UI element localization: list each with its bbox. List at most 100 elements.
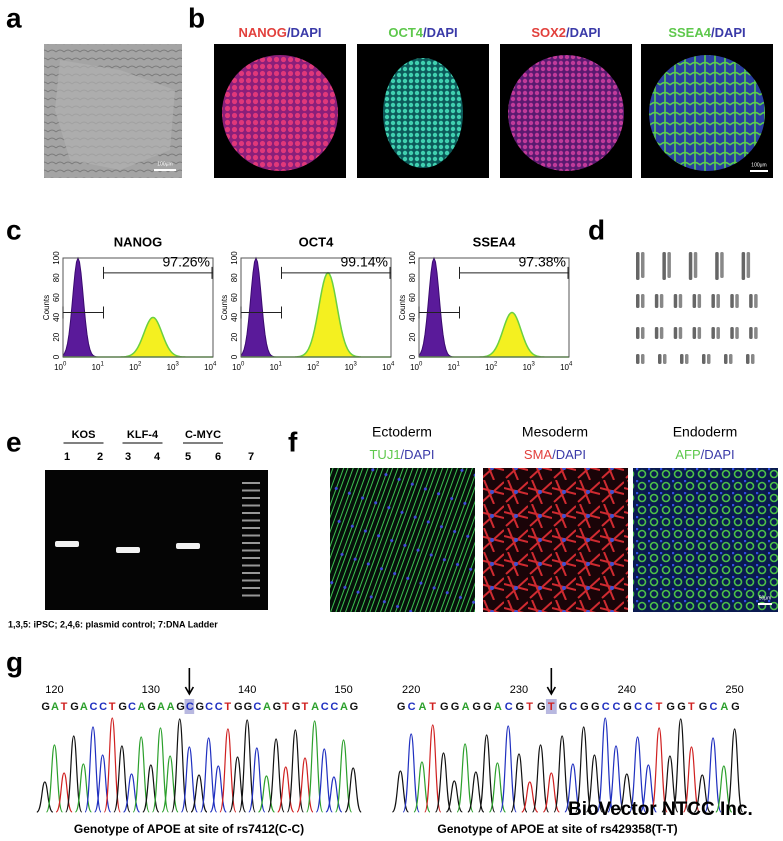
x-tick-exp: 1 [101, 362, 105, 368]
chromosome [735, 294, 739, 308]
base: A [80, 701, 88, 713]
peak [542, 772, 560, 813]
differentiation-image [633, 468, 778, 612]
group-label: KLF-4 [127, 429, 159, 441]
ladder-band [242, 542, 260, 544]
ladder-band [242, 519, 260, 522]
gate-negative [62, 306, 104, 319]
base: C [330, 701, 338, 713]
stain-title: SSEA4/DAPI [668, 25, 745, 40]
gel-band [176, 543, 200, 549]
x-tick-base: 10 [485, 363, 494, 372]
base: G [292, 701, 301, 713]
ladder-band [242, 587, 260, 589]
watermark: BioVector NTCC Inc. [568, 799, 753, 820]
peak [257, 775, 276, 813]
base: C [408, 701, 416, 713]
base: C [215, 701, 223, 713]
ladder-band [242, 579, 260, 582]
stain-name: /DAPI [552, 447, 586, 462]
gel-band [55, 541, 79, 547]
x-tick-base: 10 [523, 363, 532, 372]
peak [575, 726, 593, 813]
panel-letter: a [6, 2, 22, 33]
chromosome [685, 354, 689, 364]
chromosome [692, 294, 697, 308]
base: T [109, 701, 116, 713]
colony [508, 55, 624, 171]
chromosome [716, 294, 720, 308]
peak [151, 727, 170, 813]
base: G [699, 701, 708, 713]
peak [467, 771, 485, 813]
peak [488, 762, 507, 813]
panel-letter: e [6, 426, 22, 457]
peak [55, 772, 73, 813]
x-tick-exp: 3 [176, 362, 180, 368]
chromosome [724, 354, 728, 364]
base: G [70, 701, 79, 713]
chromosome [693, 252, 698, 278]
y-tick-label: 0 [408, 354, 417, 359]
peak [171, 718, 189, 813]
chromosome [697, 294, 702, 308]
y-tick-label: 20 [230, 332, 239, 341]
base: G [273, 701, 282, 713]
base: T [224, 701, 231, 713]
marker-name: SSEA4 [668, 25, 711, 40]
base: G [472, 701, 481, 713]
x-tick-base: 10 [410, 363, 419, 372]
base: C [602, 701, 610, 713]
lane-number: 5 [185, 451, 191, 463]
gate-negative [240, 306, 282, 319]
marker-name: TUJ1 [369, 447, 400, 462]
stain-title: NANOG/DAPI [238, 25, 321, 40]
base: C [505, 701, 513, 713]
peak [103, 717, 121, 813]
peak [344, 767, 362, 813]
highlight [545, 699, 557, 714]
y-axis-label: Counts [220, 295, 229, 320]
y-tick-label: 100 [408, 251, 417, 265]
ladder-band [242, 497, 260, 499]
colony [649, 55, 765, 171]
lane-number: 4 [154, 451, 161, 463]
y-tick-label: 0 [230, 354, 239, 359]
base: C [186, 701, 194, 713]
ladder-band [242, 572, 260, 574]
x-tick-exp: 1 [279, 362, 283, 368]
peak [434, 752, 453, 813]
base: A [494, 701, 502, 713]
stain-name: /DAPI [701, 447, 735, 462]
base: A [720, 701, 728, 713]
peak [65, 735, 83, 813]
panel-letter: c [6, 214, 22, 245]
base: G [196, 701, 205, 713]
y-tick-label: 60 [52, 293, 61, 302]
base: C [253, 701, 261, 713]
group-label: C-MYC [185, 429, 221, 441]
y-axis-label: Counts [42, 295, 51, 320]
ladder-band [242, 594, 260, 597]
base: T [429, 701, 436, 713]
base: C [321, 701, 329, 713]
peak [190, 774, 208, 813]
base: C [99, 701, 107, 713]
base: A [157, 701, 165, 713]
x-tick-base: 10 [345, 363, 354, 372]
base: G [176, 701, 185, 713]
base: G [244, 701, 253, 713]
marker-name: NANOG [238, 25, 286, 40]
peak [45, 744, 64, 813]
chromosome [658, 354, 662, 364]
base: A [418, 701, 426, 713]
peak [585, 754, 604, 813]
base: C [569, 701, 577, 713]
stain-title: AFP/DAPI [675, 447, 734, 462]
stain-name: /DAPI [401, 447, 435, 462]
peak [672, 718, 690, 813]
panel-letter: d [588, 214, 605, 245]
chromosome [707, 354, 711, 364]
chromosome [754, 294, 758, 308]
y-tick-label: 20 [52, 332, 61, 341]
